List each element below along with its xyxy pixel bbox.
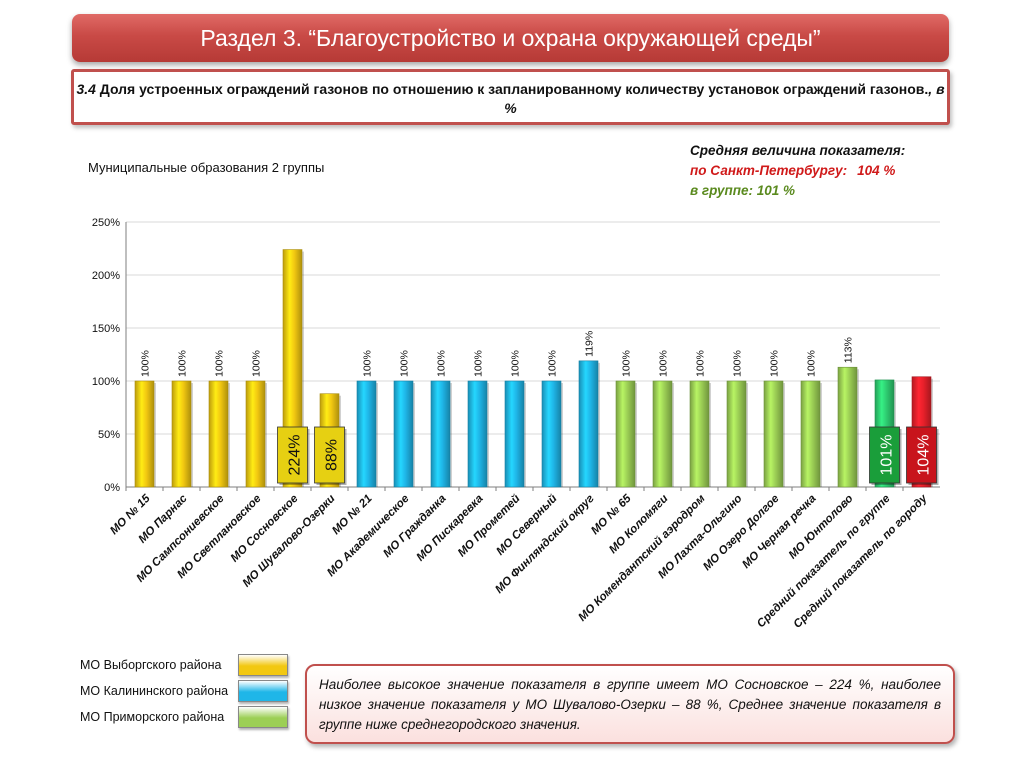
- summary-note: Наиболее высокое значение показателя в г…: [305, 664, 955, 744]
- legend-swatch-kalininsky: [238, 680, 288, 702]
- data-label: 100%: [473, 350, 485, 377]
- y-tick-label: 50%: [98, 429, 120, 441]
- section-title: Раздел 3. “Благоустройство и охрана окру…: [200, 25, 821, 51]
- data-label: 101%: [879, 435, 896, 476]
- data-label: 100%: [399, 350, 411, 377]
- bar: [171, 380, 192, 488]
- bar: [504, 380, 525, 488]
- bar: [245, 380, 266, 488]
- bar: [837, 366, 858, 488]
- legend-label-primorsky: МО Приморского района: [80, 710, 225, 724]
- data-label: 100%: [769, 350, 781, 377]
- category-label: МО Гражданка: [381, 492, 449, 560]
- data-label: 100%: [510, 350, 522, 377]
- indicator-unit: , в %: [504, 81, 945, 116]
- data-label-box: [906, 426, 937, 484]
- data-label: 100%: [695, 350, 707, 377]
- city-average-value: 104 %: [857, 163, 896, 178]
- data-label-box: [314, 426, 345, 484]
- legend-label-vyborgsky: МО Выборгского района: [80, 658, 222, 672]
- bar: [689, 380, 710, 488]
- data-label: 100%: [177, 350, 189, 377]
- averages-heading: Средняя величина показателя:: [690, 143, 906, 158]
- legend-label-kalininsky: МО Калининского района: [80, 684, 229, 698]
- indicator-title-box: 3.4 Доля устроенных ограждений газонов п…: [71, 69, 950, 125]
- data-label: 100%: [214, 350, 226, 377]
- city-average-label: по Санкт-Петербургу:: [690, 163, 848, 178]
- averages-box: Средняя величина показателя: по Санкт-Пе…: [690, 141, 905, 201]
- bar: [467, 380, 488, 488]
- data-label: 100%: [436, 350, 448, 377]
- bar: [208, 380, 229, 488]
- data-label: 113%: [843, 337, 855, 363]
- data-label: 100%: [732, 350, 744, 377]
- bar: [652, 380, 673, 488]
- group-average-line: в группе: 101 %: [690, 183, 796, 198]
- category-label: МО Юнтолово: [787, 493, 856, 562]
- category-label: МО Сосновское: [229, 492, 301, 564]
- data-label: 100%: [251, 350, 263, 377]
- data-label: 100%: [806, 350, 818, 377]
- indicator-text: Доля устроенных ограждений газонов по от…: [95, 81, 929, 97]
- data-label: 119%: [584, 331, 596, 357]
- section-title-banner: Раздел 3. “Благоустройство и охрана окру…: [72, 14, 949, 62]
- data-label-box: [869, 426, 900, 484]
- y-tick-label: 150%: [92, 323, 120, 335]
- bar: [615, 380, 636, 488]
- y-tick-label: 100%: [92, 376, 120, 388]
- group-label: Муниципальные образования 2 группы: [88, 160, 325, 175]
- bar: [356, 380, 377, 488]
- y-tick-label: 200%: [92, 270, 120, 282]
- data-label: 88%: [324, 439, 341, 471]
- data-label: 100%: [140, 350, 152, 377]
- category-label: МО Пискаревка: [415, 492, 486, 563]
- legend-swatch-vyborgsky: [238, 654, 288, 676]
- y-tick-label: 0%: [104, 482, 120, 494]
- data-label-box: [277, 426, 308, 484]
- city-average-line: по Санкт-Петербургу: 104 %: [690, 161, 905, 181]
- bar: [541, 380, 562, 488]
- y-tick-label: 250%: [92, 217, 120, 229]
- data-label: 100%: [658, 350, 670, 377]
- data-label: 100%: [362, 350, 374, 377]
- data-label: 104%: [916, 435, 933, 476]
- data-label: 100%: [547, 350, 559, 377]
- bar: [430, 380, 451, 488]
- data-label: 224%: [287, 435, 304, 476]
- bar: [726, 380, 747, 488]
- bar: [578, 360, 599, 488]
- category-label: Средний показатель по группе: [755, 492, 893, 630]
- data-label: 100%: [621, 350, 633, 377]
- category-label: Средний показатель по городу: [792, 492, 931, 631]
- bar: [134, 380, 155, 488]
- indicator-number: 3.4: [76, 81, 96, 97]
- bar: [393, 380, 414, 488]
- legend-swatch-primorsky: [238, 706, 288, 728]
- bar: [800, 380, 821, 488]
- bar: [763, 380, 784, 488]
